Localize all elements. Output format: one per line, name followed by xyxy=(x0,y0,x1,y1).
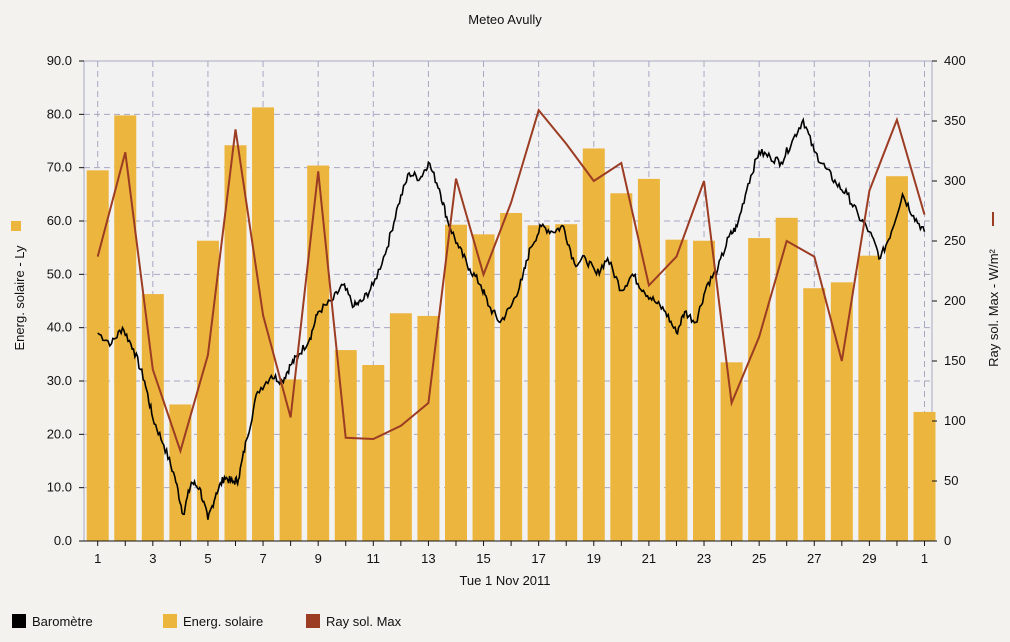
right-tick-label: 0 xyxy=(944,533,951,548)
bar-energ-solaire xyxy=(472,234,495,542)
ray-sol-max-line xyxy=(96,108,926,455)
x-tick-label: 29 xyxy=(862,551,876,566)
right-tick-label: 350 xyxy=(944,113,966,128)
bar-energ-solaire xyxy=(224,145,247,541)
bar-energ-solaire xyxy=(665,239,688,541)
bar-energ-solaire xyxy=(582,148,605,541)
x-tick-label: 25 xyxy=(752,551,766,566)
bar-energ-solaire xyxy=(252,107,275,542)
x-tick-label: 19 xyxy=(587,551,601,566)
x-tick-label: 1 xyxy=(921,551,928,566)
right-tick-label: 300 xyxy=(944,173,966,188)
left-tick-label: 90.0 xyxy=(47,53,72,68)
bar-energ-solaire xyxy=(86,170,109,542)
left-tick-label: 50.0 xyxy=(47,266,72,281)
right-tick-label: 100 xyxy=(944,413,966,428)
left-axis-title: Energ. solaire - Ly xyxy=(12,245,27,351)
right-tick-label: 200 xyxy=(944,293,966,308)
x-tick-label: 17 xyxy=(531,551,545,566)
bar-energ-solaire xyxy=(334,350,357,541)
bar-energ-solaire xyxy=(720,362,743,541)
bar-energ-solaire xyxy=(307,165,330,542)
bar-energ-solaire xyxy=(279,379,302,541)
x-tick-label: 5 xyxy=(204,551,211,566)
bar-energ-solaire xyxy=(693,240,716,541)
x-tick-label: 23 xyxy=(697,551,711,566)
legend-label: Energ. solaire xyxy=(183,614,263,629)
bar-energ-solaire xyxy=(500,213,523,541)
x-tick-label: 11 xyxy=(367,551,381,566)
left-tick-label: 40.0 xyxy=(47,320,72,335)
bar-energ-solaire xyxy=(114,115,137,542)
legend-swatch xyxy=(163,614,177,628)
left-tick-label: 60.0 xyxy=(47,213,72,228)
right-tick-label: 50 xyxy=(944,473,958,488)
bar-energ-solaire xyxy=(913,411,936,541)
bar-energ-solaire xyxy=(748,238,771,542)
left-y-axis-ticks: 0.0 10.0 20.0 30.0 40.0 50.0 60.0 70.0 80.0 90.0 xyxy=(47,53,84,548)
x-tick-label: 1 xyxy=(94,551,101,566)
legend-label: Baromètre xyxy=(32,614,93,629)
legend: Baromètre Energ. solaire Ray sol. Max xyxy=(12,614,402,629)
bar-energ-solaire xyxy=(527,225,550,541)
bar-energ-solaire xyxy=(444,224,467,541)
right-axis-title: Ray sol. Max - W/m² xyxy=(986,248,1001,366)
x-tick-label: 15 xyxy=(476,551,490,566)
barometre-line xyxy=(97,117,926,520)
bar-energ-solaire xyxy=(830,282,853,541)
left-axis-series-swatch xyxy=(11,221,21,231)
x-tick-label: 13 xyxy=(421,551,435,566)
bar-energ-solaire xyxy=(610,193,633,541)
legend-swatch xyxy=(306,614,320,628)
x-tick-label: 21 xyxy=(642,551,656,566)
bar-energ-solaire xyxy=(389,313,412,541)
x-tick-label: 7 xyxy=(259,551,266,566)
left-tick-label: 0.0 xyxy=(54,533,72,548)
bar-energ-solaire xyxy=(362,365,385,541)
bar-energ-solaire xyxy=(858,255,881,541)
right-tick-label: 250 xyxy=(944,233,966,248)
x-axis-title: Tue 1 Nov 2011 xyxy=(459,573,550,588)
right-tick-label: 400 xyxy=(944,53,966,68)
bar-energ-solaire xyxy=(803,288,826,541)
right-y-axis-ticks: 0 50 100 150 200 250 300 350 400 xyxy=(932,53,966,548)
x-tick-label: 27 xyxy=(807,551,821,566)
x-axis-ticks: 1 3 5 7 9 11 13 15 17 19 21 23 25 27 29 1 xyxy=(94,541,928,566)
right-tick-label: 150 xyxy=(944,353,966,368)
legend-swatch xyxy=(12,614,26,628)
bar-energ-solaire xyxy=(885,176,908,541)
legend-label: Ray sol. Max xyxy=(326,614,402,629)
left-tick-label: 70.0 xyxy=(47,160,72,175)
bar-energ-solaire xyxy=(555,224,578,541)
chart-title: Meteo Avully xyxy=(468,12,542,27)
left-tick-label: 80.0 xyxy=(47,106,72,121)
x-tick-label: 3 xyxy=(149,551,156,566)
bar-energ-solaire xyxy=(775,217,798,542)
x-tick-label: 9 xyxy=(315,551,322,566)
left-tick-label: 30.0 xyxy=(47,373,72,388)
left-tick-label: 10.0 xyxy=(47,480,72,495)
bar-energ-solaire xyxy=(637,178,660,541)
solar-energy-bars xyxy=(86,107,936,542)
bar-energ-solaire xyxy=(417,315,440,541)
left-tick-label: 20.0 xyxy=(47,426,72,441)
